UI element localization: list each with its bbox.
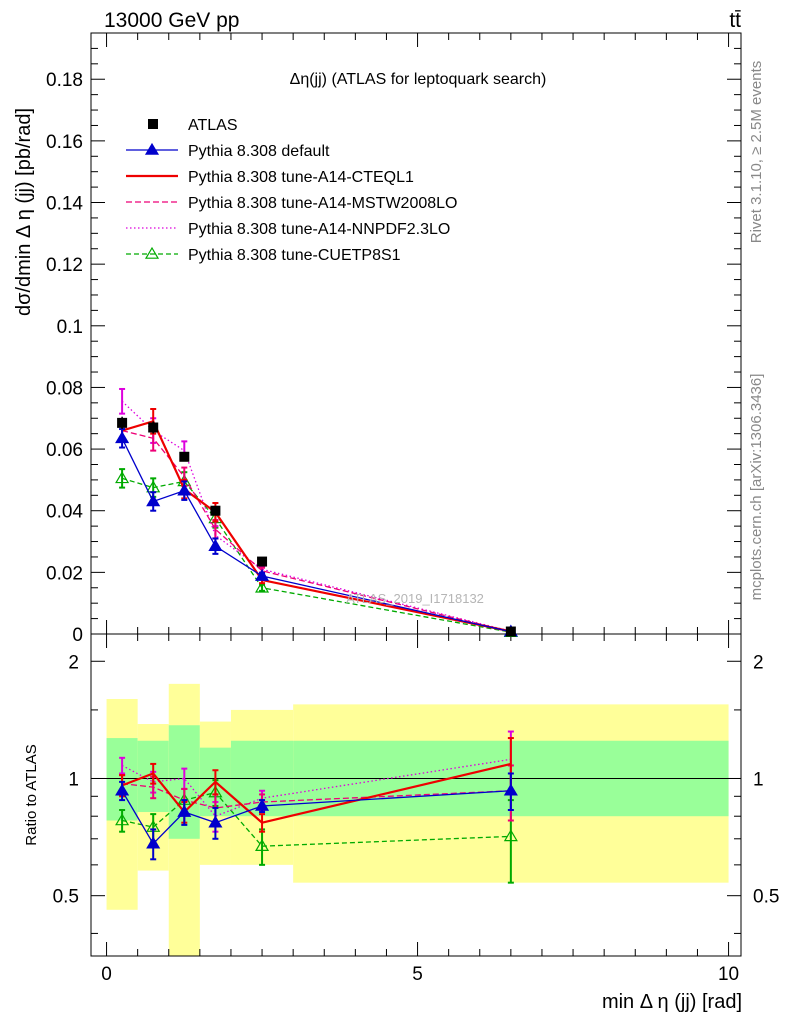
triangle-marker bbox=[146, 836, 161, 849]
triangle-marker bbox=[144, 246, 160, 259]
series-ratio-line bbox=[121, 762, 512, 824]
triangle-marker bbox=[115, 431, 130, 444]
legend-data-marker bbox=[148, 119, 158, 129]
y-tick-label: 0.06 bbox=[46, 440, 83, 461]
data-point bbox=[179, 451, 190, 462]
ratio-tick-label: 1 bbox=[68, 769, 79, 790]
triangle-marker bbox=[208, 538, 223, 551]
triangle-marker bbox=[503, 783, 518, 796]
axes: 00.020.040.060.080.10.120.140.160.180 5 10… bbox=[46, 32, 779, 985]
triangle-marker bbox=[255, 839, 270, 851]
uncertainty-bands bbox=[106, 683, 729, 956]
data-point bbox=[505, 626, 516, 637]
series-line bbox=[121, 477, 511, 633]
triangle-marker bbox=[115, 813, 130, 826]
y-tick-label: 0.1 bbox=[57, 317, 83, 338]
triangle-marker bbox=[208, 815, 223, 828]
data-point bbox=[257, 556, 268, 567]
triangle-marker bbox=[255, 568, 270, 581]
y-tick-label: 0.14 bbox=[46, 194, 83, 215]
ratio-axis-label: Ratio to ATLAS bbox=[23, 744, 40, 845]
legend: ATLAS Pythia 8.308 default Pythia 8.308 tu… bbox=[126, 117, 457, 264]
series-atlas-data bbox=[117, 416, 516, 637]
triangle-marker bbox=[144, 142, 160, 155]
y-tick-label: 0.16 bbox=[46, 132, 83, 153]
series-line bbox=[121, 438, 511, 633]
ratio-tick-label: 0.5 bbox=[753, 887, 779, 908]
x-tick-label: 0 bbox=[101, 964, 112, 985]
triangle-marker bbox=[115, 783, 130, 796]
data-point bbox=[210, 505, 221, 516]
mcplots-credit-label: mcplots.cern.ch [arXiv:1306.3436] bbox=[748, 374, 765, 601]
data-point bbox=[148, 422, 159, 433]
legend-label: ATLAS bbox=[188, 117, 238, 134]
analysis-watermark: ATLAS_2019_I1718132 bbox=[346, 591, 484, 606]
x-tick-label: 10 bbox=[718, 964, 739, 985]
y-tick-label: 0.12 bbox=[46, 255, 83, 276]
data-point bbox=[117, 417, 128, 428]
series-ratio-line bbox=[121, 758, 511, 817]
y-tick-label: 0.08 bbox=[46, 378, 83, 399]
y-tick-label: 0 bbox=[72, 625, 83, 646]
plot-data bbox=[115, 387, 518, 884]
energy-label: 13000 GeV pp bbox=[104, 9, 239, 32]
triangle-marker bbox=[177, 804, 192, 817]
series-pythia-8-308-default bbox=[115, 428, 518, 861]
triangle-marker bbox=[503, 829, 518, 842]
triangle-marker bbox=[146, 494, 161, 507]
triangle-marker bbox=[115, 471, 130, 484]
legend-label: Pythia 8.308 tune-A14-NNPDF2.3LO bbox=[188, 221, 450, 238]
process-label: tt̄ bbox=[729, 9, 741, 32]
ratio-tick-label: 0.5 bbox=[53, 887, 79, 908]
series-line bbox=[121, 400, 512, 632]
legend-label: Pythia 8.308 tune-CUETP8S1 bbox=[188, 247, 401, 264]
series-ratio-line bbox=[121, 790, 511, 845]
legend-label: Pythia 8.308 tune-A14-CTEQL1 bbox=[188, 169, 414, 186]
triangle-marker bbox=[255, 798, 270, 811]
triangle-marker bbox=[177, 483, 192, 496]
y-tick-label: 0.18 bbox=[46, 70, 83, 91]
series-ratio-line bbox=[122, 782, 511, 809]
y-tick-label: 0.02 bbox=[46, 563, 83, 584]
ratio-tick-label: 1 bbox=[753, 769, 764, 790]
legend-label: Pythia 8.308 default bbox=[188, 143, 330, 160]
ratio-tick-label: 2 bbox=[68, 652, 79, 673]
series-line bbox=[121, 429, 512, 633]
chart-title: Δη(jj) (ATLAS for leptoquark search) bbox=[290, 71, 547, 88]
triangle-marker bbox=[255, 580, 270, 593]
ratio-tick-label: 2 bbox=[753, 652, 764, 673]
rivet-version-label: Rivet 3.1.10, ≥ 2.5M events bbox=[748, 61, 765, 244]
y-axis-label: dσ/dmin Δ η (jj) [pb/rad] bbox=[13, 108, 35, 316]
legend-label: Pythia 8.308 tune-A14-MSTW2008LO bbox=[188, 195, 457, 212]
x-tick-label: 5 bbox=[412, 964, 423, 985]
y-tick-label: 0.04 bbox=[46, 502, 83, 523]
x-axis-label: min Δ η (jj) [rad] bbox=[602, 991, 742, 1013]
ratio-plot-frame bbox=[90, 633, 742, 957]
series-line bbox=[121, 420, 512, 633]
